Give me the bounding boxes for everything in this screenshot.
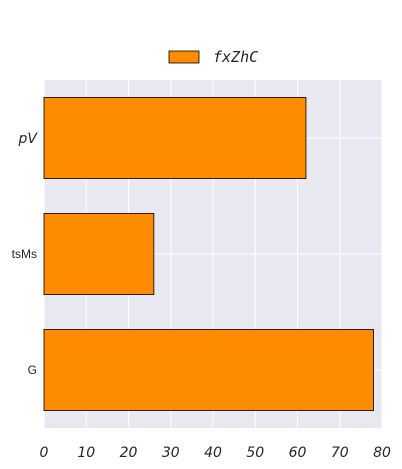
bars [43, 97, 374, 411]
x-tick-label-20: 20 [120, 445, 138, 461]
x-tick-label-30: 30 [162, 445, 180, 461]
x-tick-label-60: 60 [289, 445, 307, 461]
y-axis-ticks: pV tsMs G [12, 131, 39, 377]
bar-G [43, 328, 374, 411]
x-tick-label-0: 0 [40, 445, 49, 461]
legend: fxZhC [168, 48, 258, 66]
legend-label: fxZhC [213, 48, 258, 66]
legend-swatch [168, 50, 200, 64]
y-tick-label-pV: pV [18, 131, 39, 147]
y-tick-label-tsMs: tsMs [12, 247, 37, 261]
x-tick-label-70: 70 [331, 445, 349, 461]
x-tick-label-80: 80 [373, 445, 391, 461]
bar-pV [43, 97, 307, 179]
x-tick-label-10: 10 [77, 445, 95, 461]
y-tick-label-G: G [28, 363, 37, 377]
bar-tsMs [43, 212, 155, 295]
x-tick-label-50: 50 [246, 445, 264, 461]
x-axis-ticks: 0 10 20 30 40 50 60 70 80 [40, 445, 391, 461]
x-tick-label-40: 40 [204, 445, 222, 461]
